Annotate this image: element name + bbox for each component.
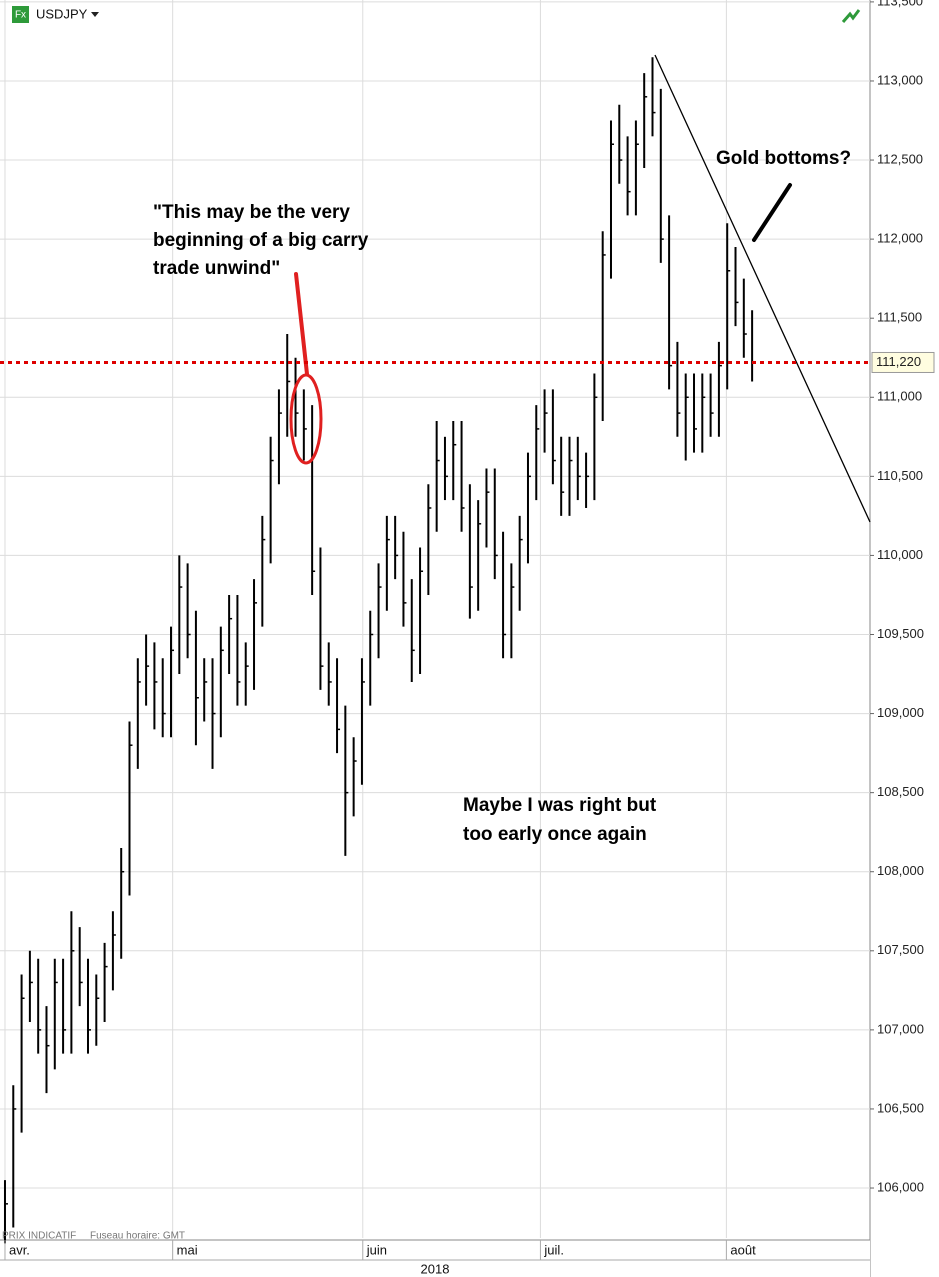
y-tick-label: 112,500 (877, 151, 923, 166)
x-tick-label: mai (177, 1242, 198, 1257)
annotation: "This may be the very (153, 202, 350, 223)
x-tick-label: juil. (543, 1242, 564, 1257)
pointer-line (294, 272, 309, 376)
y-tick-label: 111,000 (877, 389, 922, 404)
annotation: beginning of a big carry (153, 230, 369, 251)
y-tick-label: 110,500 (877, 468, 923, 483)
symbol-icon-label: Fx (15, 10, 26, 21)
y-tick-label: 113,000 (877, 72, 923, 87)
trend-line (654, 54, 871, 523)
y-tick-label: 112,000 (877, 231, 923, 246)
x-axis-label: 2018 (421, 1261, 450, 1276)
symbol-dropdown[interactable] (91, 12, 99, 17)
symbol-name[interactable]: USDJPY (36, 6, 88, 21)
y-tick-label: 111,500 (877, 310, 922, 325)
annotation: Gold bottoms? (716, 148, 851, 169)
y-tick-label: 107,500 (877, 942, 924, 957)
grid (0, 0, 870, 1238)
footer-note: Fuseau horaire: GMT (90, 1231, 185, 1242)
y-tick-label: 108,500 (877, 784, 924, 799)
y-tick-label: 106,000 (877, 1179, 924, 1194)
annotation: too early once again (463, 824, 647, 845)
x-tick-label: juin (366, 1242, 387, 1257)
last-price-box (871, 351, 935, 373)
pointer-line (752, 183, 792, 242)
x-tick-label: avr. (9, 1242, 30, 1257)
x-axis-panel (0, 1240, 870, 1277)
y-tick-label: 108,000 (877, 863, 924, 878)
trend-icon[interactable] (841, 9, 861, 23)
y-tick-label: 109,500 (877, 626, 924, 641)
y-tick-label: 110,000 (877, 547, 923, 562)
annotation: Maybe I was right but (463, 795, 657, 816)
y-tick-label: 106,500 (877, 1100, 924, 1115)
y-axis-panel (870, 0, 939, 1277)
bars (3, 57, 756, 1244)
x-tick-label: août (730, 1242, 756, 1257)
y-tick-label: 107,000 (877, 1021, 924, 1036)
y-tick-label: 113,500 (877, 0, 923, 8)
symbol-icon[interactable] (12, 6, 29, 23)
last-price-label: 111,220 (876, 354, 921, 369)
y-tick-label: 109,000 (877, 705, 924, 720)
footer-note: PRIX INDICATIF (2, 1231, 76, 1242)
annotation: trade unwind" (153, 258, 280, 279)
